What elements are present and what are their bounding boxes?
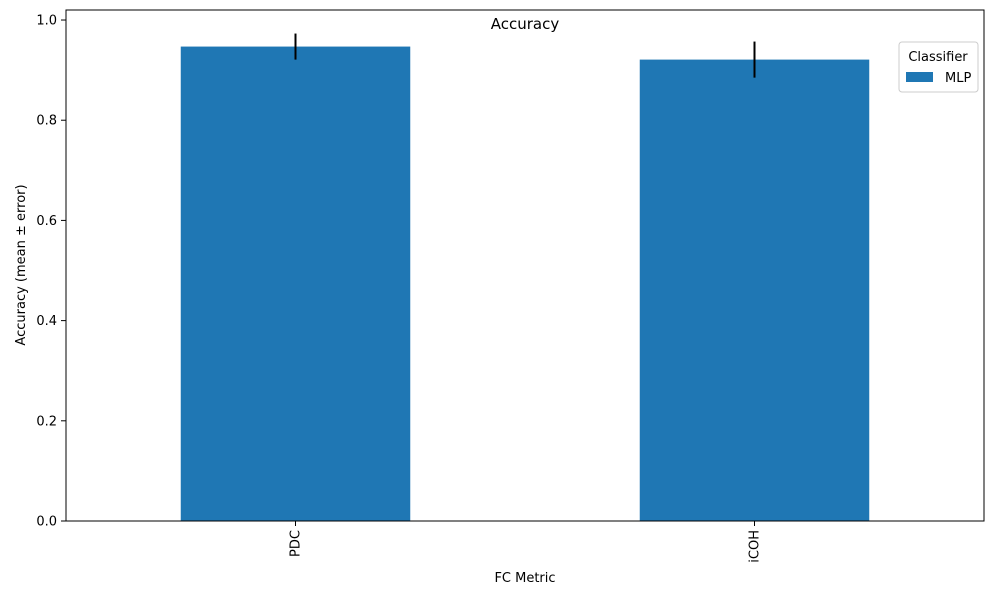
y-axis: 0.0 0.2 0.4 0.6 0.8 1.0 (36, 14, 66, 530)
y-tick-label: 0.2 (36, 414, 57, 429)
plot-frame (65, 9, 985, 522)
x-tick-label-pdc: PDC (289, 530, 304, 557)
legend-label-mlp: MLP (945, 71, 971, 86)
legend-swatch-mlp (906, 72, 933, 82)
y-tick-label: 0.6 (36, 214, 57, 229)
legend: Classifier MLP (898, 41, 979, 93)
y-tick-label: 1.0 (36, 14, 57, 29)
chart-title: Accuracy (491, 15, 560, 33)
x-axis: PDC iCOH (289, 521, 763, 563)
x-axis-label: FC Metric (494, 571, 555, 586)
bar-pdc (180, 46, 411, 522)
y-axis-label: Accuracy (mean ± error) (14, 184, 29, 345)
x-tick-label-icoh: iCOH (748, 530, 763, 563)
bars-layer (180, 46, 870, 522)
errorbars-layer (294, 33, 756, 78)
bar-icoh (639, 59, 870, 522)
y-tick-label: 0.4 (36, 314, 57, 329)
y-tick-label: 0.0 (36, 515, 57, 530)
y-tick-label: 0.8 (36, 114, 57, 129)
legend-title: Classifier (908, 50, 968, 65)
